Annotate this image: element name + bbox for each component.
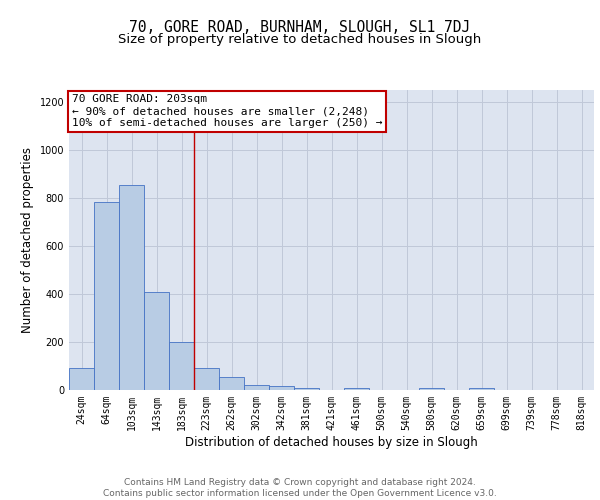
X-axis label: Distribution of detached houses by size in Slough: Distribution of detached houses by size … <box>185 436 478 448</box>
Bar <box>269 386 294 390</box>
Bar <box>294 388 319 390</box>
Bar <box>419 388 444 390</box>
Bar <box>169 342 194 390</box>
Bar <box>69 368 94 390</box>
Text: 70 GORE ROAD: 203sqm
← 90% of detached houses are smaller (2,248)
10% of semi-de: 70 GORE ROAD: 203sqm ← 90% of detached h… <box>71 94 382 128</box>
Bar <box>94 202 119 390</box>
Bar <box>244 385 269 390</box>
Bar <box>469 388 494 390</box>
Text: Size of property relative to detached houses in Slough: Size of property relative to detached ho… <box>118 34 482 46</box>
Text: 70, GORE ROAD, BURNHAM, SLOUGH, SL1 7DJ: 70, GORE ROAD, BURNHAM, SLOUGH, SL1 7DJ <box>130 20 470 35</box>
Bar <box>194 368 219 390</box>
Bar <box>144 292 169 390</box>
Text: Contains HM Land Registry data © Crown copyright and database right 2024.
Contai: Contains HM Land Registry data © Crown c… <box>103 478 497 498</box>
Y-axis label: Number of detached properties: Number of detached properties <box>21 147 34 333</box>
Bar <box>219 377 244 390</box>
Bar <box>344 388 369 390</box>
Bar <box>119 185 144 390</box>
